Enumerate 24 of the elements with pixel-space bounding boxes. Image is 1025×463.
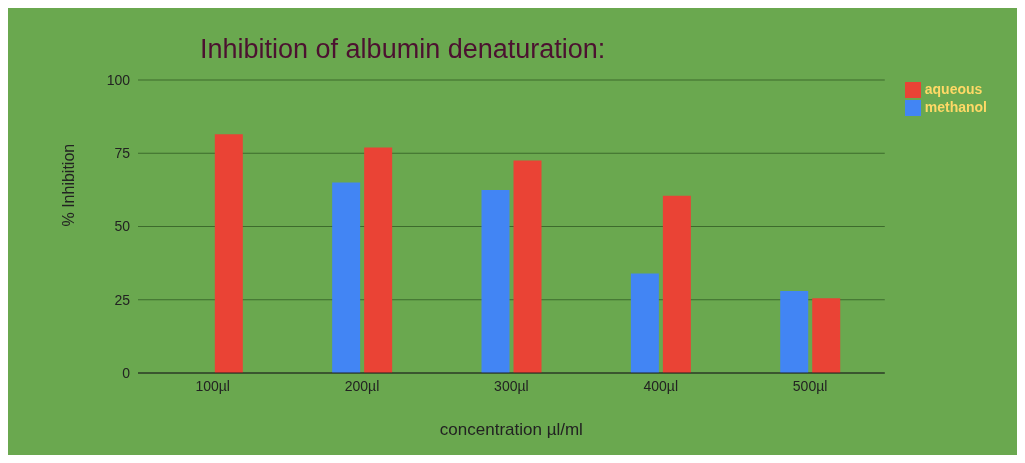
- bar: [332, 182, 361, 373]
- y-tick-label: 75: [114, 145, 131, 162]
- x-tick-label: 100µl: [195, 377, 230, 394]
- chart-title: Inhibition of albumin denaturation:: [200, 34, 606, 65]
- bar: [662, 195, 691, 373]
- x-tick-label: 300µl: [494, 377, 529, 394]
- x-tick-label: 500µl: [792, 377, 828, 394]
- bar: [513, 160, 542, 373]
- y-tick-label: 100: [106, 71, 131, 88]
- x-tick-label: 200µl: [344, 377, 380, 394]
- bar: [630, 273, 659, 373]
- bar: [812, 298, 841, 373]
- bar: [481, 189, 510, 373]
- bar: [780, 290, 809, 373]
- y-axis-title: % Inhibition: [59, 143, 77, 227]
- y-tick-label: 50: [114, 218, 131, 235]
- x-tick-label: 400µl: [643, 377, 679, 394]
- legend-label: methanol: [924, 99, 987, 115]
- x-axis-title: concentration µl/ml: [439, 420, 583, 439]
- bar: [364, 147, 393, 373]
- y-tick-label: 0: [122, 364, 131, 381]
- y-tick-label: 25: [114, 291, 131, 308]
- legend-label: aqueous: [924, 81, 983, 97]
- bar: [214, 134, 243, 373]
